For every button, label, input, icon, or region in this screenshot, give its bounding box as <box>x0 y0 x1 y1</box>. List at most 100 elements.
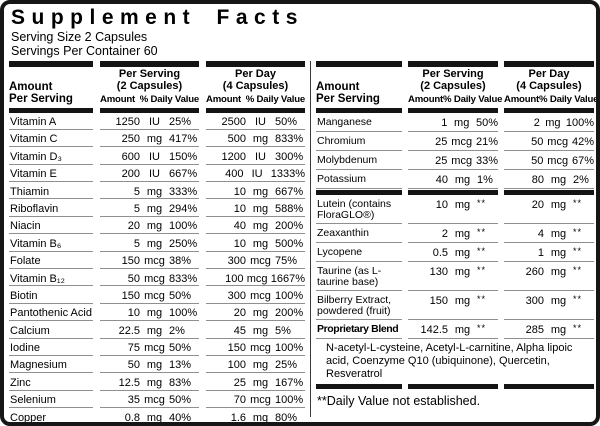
per-serving-amount: 1 <box>441 116 448 129</box>
per-day-amount: 260 <box>525 265 544 278</box>
per-day-amount: 300 <box>525 294 544 307</box>
per-serving-cell: 5 mg 294% <box>100 203 199 217</box>
nutrient-name: Vitamin D₃ <box>9 151 93 165</box>
per-day-unit: mg <box>550 294 567 307</box>
per-day-daily-value: 5% <box>275 324 291 337</box>
per-day-daily-value: 100% <box>275 342 304 355</box>
per-serving-unit: IU <box>149 150 160 163</box>
per-day-header: Per Day (4 Capsules) Amount % Daily Valu… <box>504 68 599 105</box>
per-serving-unit: mg <box>146 220 163 233</box>
per-day-unit: mcg <box>547 135 569 148</box>
per-serving-daily-value: 38% <box>169 255 192 268</box>
vitamins-rows: Vitamin A 1250 IU 25% 2500 IU 50% <box>9 113 305 424</box>
per-serving-cell: 40 mg 1% <box>408 174 498 189</box>
per-day-daily-value: ** <box>573 197 583 208</box>
per-day-amount: 20 <box>233 307 246 320</box>
per-day-unit: mg <box>252 202 269 215</box>
per-serving-daily-value: ** <box>477 226 487 237</box>
per-serving-daily-value: 50% <box>169 342 192 355</box>
amount-per-serving-header: Amount Per Serving <box>9 80 73 106</box>
per-day-cell: 285 mg ** <box>504 323 594 339</box>
per-day-unit: mg <box>252 324 269 337</box>
per-day-cell: 500 mg 833% <box>206 133 305 148</box>
table-row: Thiamin 5 mg 333% 10 mg 667% <box>9 182 305 200</box>
per-day-cell: 300 mg ** <box>504 294 594 320</box>
sub-daily-value-label: % Daily Value <box>139 94 199 105</box>
per-day-amount: 1.6 <box>230 411 246 424</box>
per-serving-unit: mcg <box>144 289 165 302</box>
per-day-cell: 25 mg 167% <box>206 377 305 391</box>
per-serving-daily-value: 250% <box>169 237 198 250</box>
amount-per-serving-header: Amount Per Serving <box>316 80 380 106</box>
per-serving-unit: mg <box>454 227 471 240</box>
per-serving-cell: 150 mcg 50% <box>100 290 199 304</box>
per-day-cell: 20 mg ** <box>504 197 594 224</box>
footnote-divider-bar <box>316 383 594 389</box>
per-day-unit: mg <box>252 185 269 198</box>
per-serving-amount: 200 <box>121 168 140 181</box>
per-serving-daily-value: 667% <box>169 168 198 181</box>
per-day-amount: 40 <box>233 220 246 233</box>
per-serving-daily-value: ** <box>477 322 487 333</box>
per-day-amount: 1200 <box>221 150 246 163</box>
per-serving-daily-value: 33% <box>475 154 498 167</box>
per-serving-amount: 5 <box>133 237 140 250</box>
per-serving-amount: 142.5 <box>420 323 448 336</box>
per-serving-unit: mg <box>146 359 163 372</box>
per-serving-cell: 25 mcg 21% <box>408 136 498 151</box>
per-day-cell: 2500 IU 50% <box>206 116 305 130</box>
table-row: Folate 150 mcg 38% 300 mcg 75% <box>9 252 305 270</box>
nutrient-name: Zinc <box>9 377 93 391</box>
per-day-cell: 1200 IU 300% <box>206 151 305 165</box>
nutrient-name: Pantothenic Acid <box>9 307 93 322</box>
per-serving-amount: 10 <box>435 198 448 211</box>
per-day-cell: 45 mg 5% <box>206 325 305 339</box>
per-day-amount: 10 <box>233 237 246 250</box>
nutrient-name: Niacin <box>9 220 93 235</box>
nutrient-name: Manganese <box>316 116 402 132</box>
per-day-cell: 260 mg ** <box>504 265 594 291</box>
per-serving-amount: 150 <box>121 289 140 302</box>
per-day-unit: IU <box>251 168 263 181</box>
per-serving-daily-value: 150% <box>169 150 198 163</box>
nutrient-name: Calcium <box>9 325 93 339</box>
vitamins-table: Amount Per Serving Per Serving (2 Capsul… <box>9 61 305 422</box>
per-day-cell: 300 mcg 100% <box>206 290 305 304</box>
nutrient-name: Magnesium <box>9 359 93 374</box>
table-row: Lutein (contains FloraGLO®) 10 mg ** 20 … <box>316 195 594 224</box>
per-serving-daily-value: ** <box>477 197 487 208</box>
per-day-unit: mcg <box>547 154 569 167</box>
per-serving-amount: 75 <box>127 342 140 355</box>
per-serving-amount: 25 <box>435 135 448 148</box>
header-top-bar <box>316 61 594 67</box>
per-serving-daily-value: 100% <box>169 220 198 233</box>
per-day-amount: 4 <box>537 227 544 240</box>
table-row: Potassium 40 mg 1% 80 mg 2% <box>316 170 594 189</box>
per-day-unit: mg <box>550 323 567 336</box>
nutrient-name: Vitamin B₁₂ <box>9 273 93 287</box>
per-day-unit: mg <box>545 116 561 129</box>
per-serving-amount: 22.5 <box>118 324 140 337</box>
per-day-amount: 285 <box>525 323 544 336</box>
table-row: Calcium 22.5 mg 2% 45 mg 5% <box>9 321 305 339</box>
per-day-unit: IU <box>255 116 266 128</box>
per-serving-amount: 12.5 <box>118 376 140 389</box>
per-day-daily-value: 200% <box>275 220 304 233</box>
per-serving-unit: mg <box>146 411 163 424</box>
nutrient-name: Vitamin C <box>9 133 93 148</box>
per-serving-amount: 0.8 <box>124 411 140 424</box>
per-day-cell: 1.6 mg 80% <box>206 411 305 424</box>
per-day-unit: mg <box>252 376 269 389</box>
per-day-amount: 20 <box>531 198 544 211</box>
per-serving-cell: 0.5 mg ** <box>408 246 498 262</box>
per-day-daily-value: 667% <box>275 185 304 198</box>
per-serving-cell: 10 mg ** <box>408 197 498 224</box>
serving-info: Serving Size 2 Capsules Servings Per Con… <box>4 30 596 58</box>
per-serving-unit: mg <box>454 116 470 129</box>
per-day-amount: 10 <box>233 185 246 198</box>
per-serving-unit: mcg <box>144 342 165 355</box>
per-serving-daily-value: 50% <box>169 394 192 407</box>
per-day-amount: 500 <box>227 133 246 146</box>
per-serving-cell: 142.5 mg ** <box>408 322 498 339</box>
